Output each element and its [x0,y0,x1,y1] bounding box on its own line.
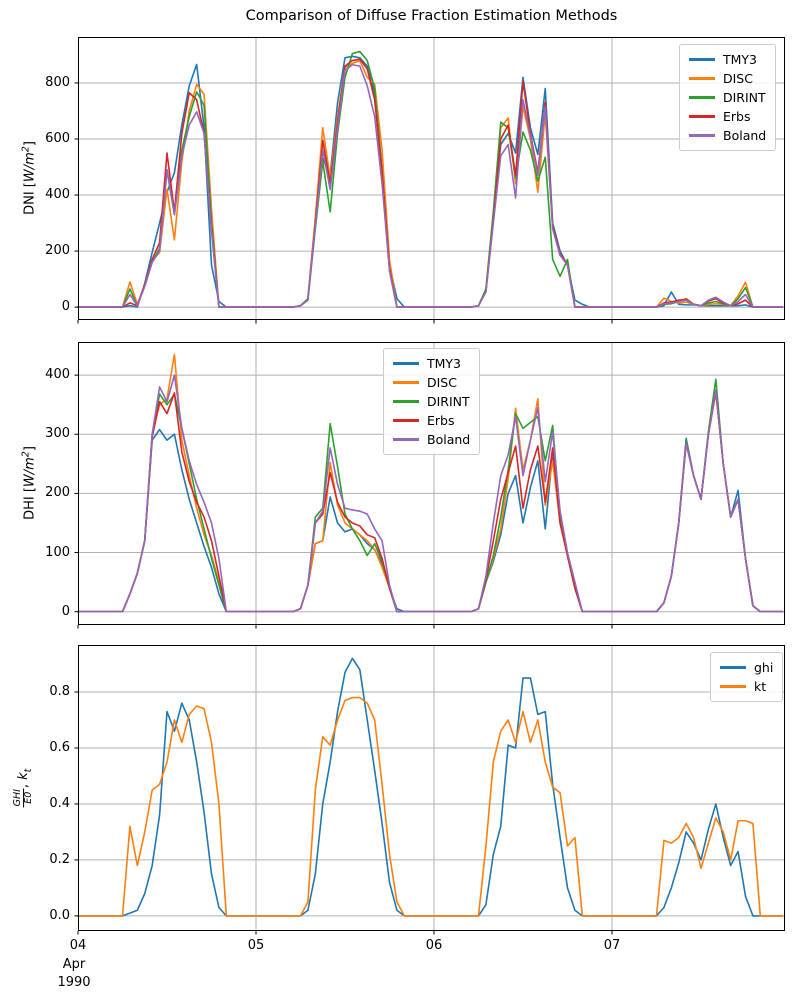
axes-spine [78,645,785,931]
legend-line-swatch [393,381,419,384]
kt-subscript: t [22,768,34,773]
legend-item-DIRINT: DIRINT [689,88,766,107]
y-tick-label: 200 [45,243,70,259]
y-tick-label: 0 [61,299,70,315]
y-tick-label: 400 [45,367,70,383]
axes-plot-0 [74,37,785,324]
series-line-Boland [77,63,784,308]
y-tick-label: 0 [61,603,70,619]
legend-label: TMY3 [427,356,462,371]
legend-line-swatch [689,96,715,99]
legend-line-swatch [720,685,746,688]
legend-item-Erbs: Erbs [689,107,766,126]
y-tick-label: 0.8 [49,684,70,699]
kt-letter: k [16,772,32,780]
legend-item-Erbs: Erbs [393,411,470,430]
legend-line-swatch [689,115,715,118]
legend-item-DISC: DISC [689,69,766,88]
legend-item-kt: kt [720,677,773,696]
legend-label: Boland [723,128,767,143]
legend-line-swatch [393,362,419,365]
series-line-DIRINT [77,50,784,308]
legend-item-DISC: DISC [393,373,470,392]
legend-label: DISC [723,71,753,86]
legend-item-TMY3: TMY3 [393,354,470,373]
x-tick-label: 04 [69,938,87,953]
y-tick-label: 200 [45,485,70,501]
dhi-label-suffix: ] [22,446,38,452]
dhi-label-math: W/m [22,457,38,488]
legend-line-swatch [393,419,419,422]
series-line-TMY3 [77,55,784,308]
legend-label: Erbs [723,109,751,124]
dni-label-exponent: 2 [20,146,32,153]
axes-spine [78,342,785,625]
y-tick-label: 300 [45,426,70,442]
x-axis-year-label: 1990 [57,975,91,990]
legend-2: ghi kt [710,652,784,702]
series-line-DISC [77,59,784,308]
series-line-Erbs [77,58,784,308]
legend-line-swatch [720,666,746,669]
legend-item-TMY3: TMY3 [689,50,766,69]
series-line-ghi [77,657,784,917]
y-tick-label: 0.6 [49,739,70,755]
figure-title: Comparison of Diffuse Fraction Estimatio… [245,8,618,24]
legend-label: kt [754,679,767,694]
legend-label: DISC [427,375,457,390]
legend-label: ghi [754,660,774,675]
legend-line-swatch [393,400,419,403]
series-line-Boland [77,374,784,613]
axes-spine [78,37,785,320]
legend-line-swatch [689,77,715,80]
legend-label: Erbs [427,413,455,428]
x-tick-label: 05 [247,938,265,953]
y-tick-label: 0.0 [49,907,70,923]
legend-label: Boland [427,432,471,447]
legend-line-swatch [689,134,715,137]
legend-line-swatch [393,438,419,441]
legend-item-DIRINT: DIRINT [393,392,470,411]
y-tick-label: 600 [45,130,70,146]
x-tick-label: 06 [425,938,443,953]
ghi-kt-label-comma: , [16,779,32,789]
y-tick-label: 400 [45,187,70,203]
dhi-label-exponent: 2 [20,451,32,458]
legend-label: TMY3 [723,52,758,67]
legend-item-Boland: Boland [393,430,470,449]
legend-label: DIRINT [427,394,470,409]
legend-1: TMY3 DISC DIRINT Erbs Boland [383,348,481,455]
legend-label: DIRINT [723,90,766,105]
y-tick-label: 800 [45,74,70,90]
dni-label-math: W/m [22,152,38,183]
legend-0: TMY3 DISC DIRINT Erbs Boland [679,44,777,151]
y-tick-label: 0.4 [49,795,70,811]
legend-line-swatch [689,58,715,61]
x-tick-label: 07 [603,938,621,953]
y-tick-label: 100 [45,544,70,560]
y-tick-label: 0.2 [49,851,70,867]
series-line-kt [77,696,784,917]
x-axis-month-label: Apr [62,957,86,972]
legend-item-ghi: ghi [720,658,773,677]
axes-plot-2 [74,645,785,935]
legend-item-Boland: Boland [689,126,766,145]
